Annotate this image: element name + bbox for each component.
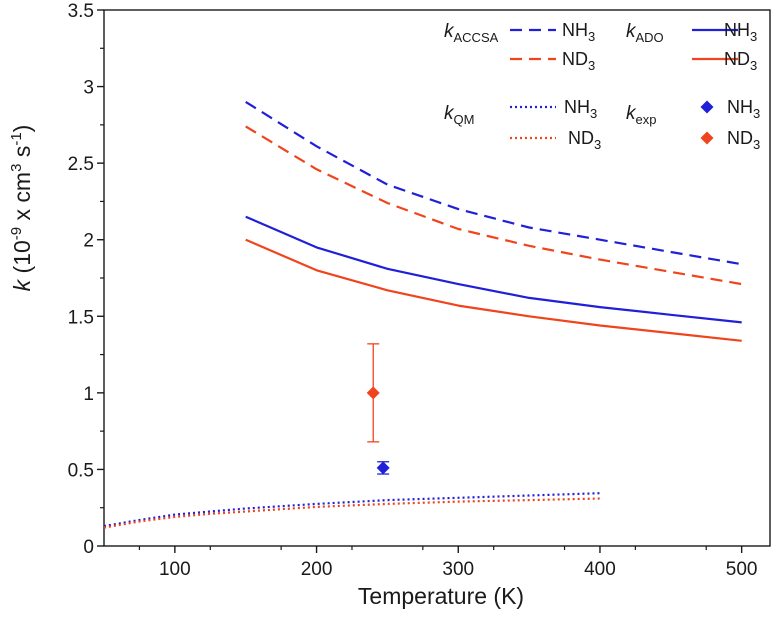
y-tick-label: 3 [83, 78, 94, 99]
y-tick-label: 2.5 [68, 154, 94, 175]
legend-group-qm: kQM NH3 ND3 [444, 97, 601, 152]
plot-frame [103, 9, 771, 547]
series-accsa-nd3-line [245, 125, 742, 286]
y-axis-title: k (10-9 x cm3 s-1) [8, 125, 35, 292]
legend-accsa-label: kACCSA [444, 21, 499, 45]
x-tick-label: 200 [301, 559, 333, 580]
legend-exp-nd3-marker [700, 131, 714, 145]
series-ado-nd3-line [245, 238, 742, 342]
y-tick-label: 3.5 [68, 1, 94, 22]
y-tick-label: 1 [83, 384, 94, 405]
legend-group-exp: kexp NH3 ND3 [626, 97, 760, 152]
x-tick-label: 100 [159, 559, 191, 580]
exp-nd3-point [366, 386, 380, 400]
legend-group-accsa: kACCSA NH3 ND3 [444, 20, 595, 73]
legend-exp-nh3-marker [700, 100, 714, 114]
experimental-points-layer [366, 343, 390, 475]
legend-ado-nd3-label: ND3 [724, 49, 757, 73]
series-qm-nh3-line [103, 492, 601, 528]
y-tick-label: 2 [83, 231, 94, 252]
legend-qm-nh3-label: NH3 [564, 97, 597, 121]
x-tick-label: 300 [442, 559, 474, 580]
legend-accsa-nh3-label: NH3 [562, 20, 595, 44]
series-accsa-nh3-line [245, 100, 742, 266]
legend-exp-nh3-label: NH3 [727, 97, 760, 121]
legend-ado-nh3-label: NH3 [724, 20, 757, 44]
series-qm-nd3-line [103, 497, 601, 529]
x-tick-label: 500 [726, 559, 758, 580]
legend-exp-label: kexp [626, 103, 656, 127]
x-axis-title: Temperature (K) [358, 583, 524, 609]
legend-qm-label: kQM [444, 103, 474, 127]
axes-layer: 100 200 300 400 500 0 0.5 1 1.5 2 2.5 3 3.5 [68, 1, 771, 580]
exp-nh3-point [376, 461, 390, 475]
legend: kACCSA NH3 ND3 kADO NH3 ND3 kQM NH3 ND3 kexp NH3 ND… [444, 20, 760, 152]
y-tick-label: 0 [83, 537, 94, 558]
legend-ado-label: kADO [626, 21, 664, 45]
y-tick-label: 1.5 [68, 307, 94, 328]
series-ado-nh3-line [245, 215, 742, 324]
series-layer [103, 100, 742, 529]
legend-group-ado: kADO NH3 ND3 [626, 20, 757, 73]
legend-qm-nd3-label: ND3 [568, 128, 601, 152]
y-tick-label: 0.5 [68, 460, 94, 481]
legend-accsa-nd3-label: ND3 [562, 49, 595, 73]
legend-exp-nd3-label: ND3 [727, 128, 760, 152]
x-tick-label: 400 [584, 559, 616, 580]
